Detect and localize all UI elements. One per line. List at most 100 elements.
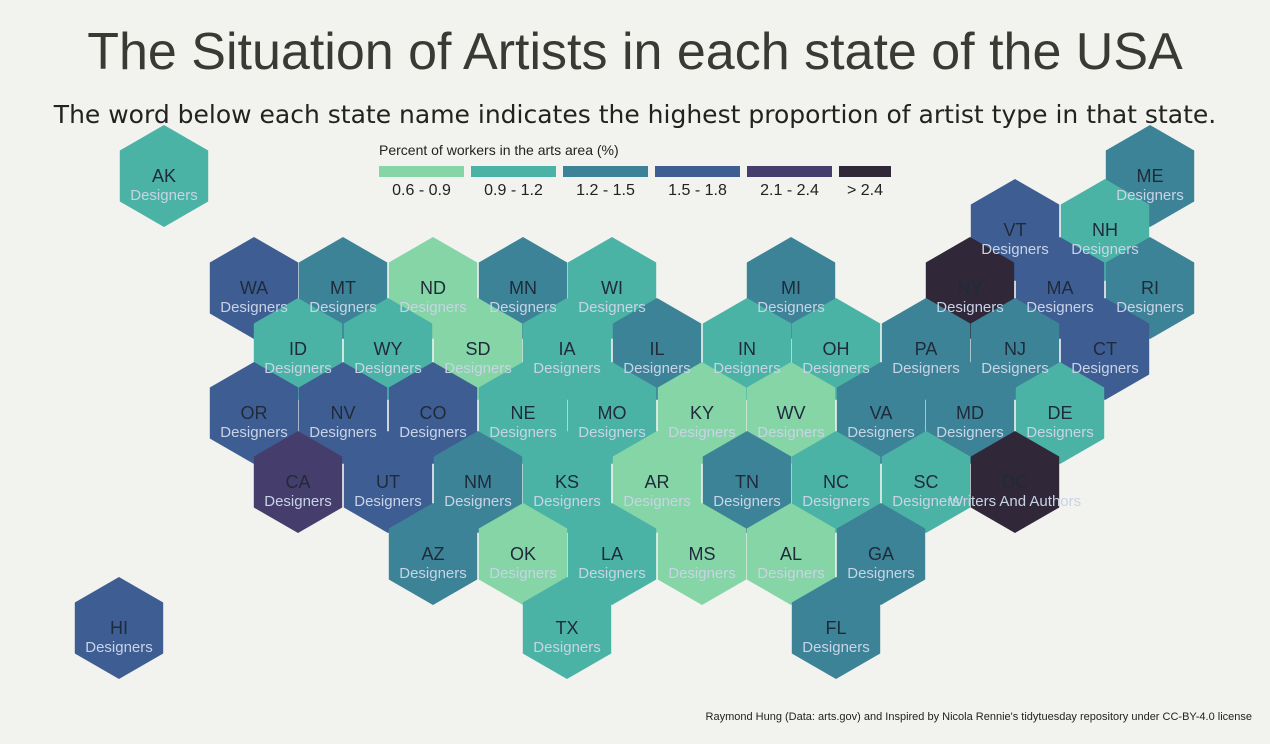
state-hex-shape <box>522 577 612 679</box>
state-hex-shape <box>702 431 792 533</box>
state-hex-sc <box>881 431 971 533</box>
state-artist-type: Designers <box>802 493 870 510</box>
state-abbr: NY <box>957 278 982 298</box>
state-hex-shape <box>433 431 523 533</box>
state-hex-shape <box>478 362 568 464</box>
state-artist-type: Designers <box>1026 299 1094 316</box>
state-hex-wv <box>746 362 836 464</box>
state-hex-shape <box>478 503 568 605</box>
state-abbr: VA <box>870 403 893 423</box>
legend-label: 0.6 - 0.9 <box>392 182 451 199</box>
state-hex-ca <box>253 431 343 533</box>
state-hex-shape <box>567 503 657 605</box>
state-artist-type: Designers <box>220 424 288 441</box>
state-hex-shape <box>657 503 747 605</box>
state-hex-ct <box>1060 298 1150 400</box>
state-hex-ks <box>522 431 612 533</box>
state-artist-type: Designers <box>892 493 960 510</box>
state-hex-shape <box>925 362 1015 464</box>
state-hex-tn <box>702 431 792 533</box>
state-artist-type: Designers <box>1116 299 1184 316</box>
state-hex-ia <box>522 298 612 400</box>
legend-label: 2.1 - 2.4 <box>760 182 819 199</box>
state-hex-pa <box>881 298 971 400</box>
state-abbr: VT <box>1003 220 1026 240</box>
state-hex-ut <box>343 431 433 533</box>
state-abbr: HI <box>110 618 128 638</box>
state-artist-type: Designers <box>354 493 422 510</box>
state-hex-co <box>388 362 478 464</box>
state-artist-type: Designers <box>668 424 736 441</box>
state-hex-shape <box>791 431 881 533</box>
state-abbr: CT <box>1093 339 1117 359</box>
state-artist-type: Designers <box>668 565 736 582</box>
state-abbr: MN <box>509 278 537 298</box>
state-hex-ak <box>119 125 209 227</box>
state-hex-or <box>209 362 299 464</box>
state-hex-ms <box>657 503 747 605</box>
state-hex-shape <box>836 362 926 464</box>
state-hex-shape <box>388 362 478 464</box>
state-artist-type: Designers <box>264 360 332 377</box>
legend-label: > 2.4 <box>846 182 884 199</box>
state-artist-type: Designers <box>713 360 781 377</box>
state-artist-type: Designers <box>892 360 960 377</box>
state-abbr: NC <box>823 472 849 492</box>
state-hex-fl <box>791 577 881 679</box>
state-hex-shape <box>343 298 433 400</box>
state-hex-shape <box>791 298 881 400</box>
state-hex-ga <box>836 503 926 605</box>
state-hex-shape <box>702 298 792 400</box>
state-hex-nv <box>298 362 388 464</box>
state-artist-type: Designers <box>1071 360 1139 377</box>
state-hex-shape <box>746 362 836 464</box>
state-hex-wy <box>343 298 433 400</box>
state-abbr: TN <box>735 472 759 492</box>
state-abbr: FL <box>825 618 846 638</box>
state-hex-az <box>388 503 478 605</box>
state-hex-shape <box>209 362 299 464</box>
state-artist-type: Designers <box>802 639 870 656</box>
legend-item: 0.6 - 0.9 <box>379 166 464 200</box>
state-abbr: DE <box>1047 403 1072 423</box>
state-abbr: IN <box>738 339 756 359</box>
state-hex-shape <box>1015 362 1105 464</box>
state-artist-type: Designers <box>1026 424 1094 441</box>
state-abbr: IL <box>649 339 664 359</box>
state-hex-shape <box>881 431 971 533</box>
state-hex-shape <box>74 577 164 679</box>
state-hex-nj <box>970 298 1060 400</box>
state-artist-type: Designers <box>757 299 825 316</box>
state-hex-nc <box>791 431 881 533</box>
state-hex-shape <box>253 431 343 533</box>
state-hex-ar <box>612 431 702 533</box>
state-abbr: MO <box>598 403 627 423</box>
state-hex-va <box>836 362 926 464</box>
state-hex-shape <box>119 125 209 227</box>
state-abbr: ND <box>420 278 446 298</box>
state-hex-shape <box>1060 298 1150 400</box>
state-artist-type: Designers <box>533 639 601 656</box>
legend-title: Percent of workers in the arts area (%) <box>379 142 619 158</box>
state-artist-type: Designers <box>802 360 870 377</box>
state-abbr: NH <box>1092 220 1118 240</box>
state-hex-shape <box>746 503 836 605</box>
state-abbr: WA <box>240 278 268 298</box>
state-artist-type: Designers <box>981 360 1049 377</box>
state-abbr: NJ <box>1004 339 1026 359</box>
state-abbr: KY <box>690 403 714 423</box>
state-abbr: MA <box>1047 278 1074 298</box>
state-hex-nm <box>433 431 523 533</box>
state-artist-type: Designers <box>130 187 198 204</box>
state-abbr: NM <box>464 472 492 492</box>
state-abbr: SC <box>913 472 938 492</box>
state-abbr: OK <box>510 544 536 564</box>
label-layer: AKDesignersMEDesignersVTDesignersNHDesig… <box>85 166 1184 656</box>
state-abbr: AZ <box>421 544 444 564</box>
state-abbr: SD <box>465 339 490 359</box>
state-artist-type: Designers <box>354 360 422 377</box>
chart-title: The Situation of Artists in each state o… <box>87 23 1183 81</box>
state-hex-hi <box>74 577 164 679</box>
state-abbr: NV <box>330 403 355 423</box>
state-hex-de <box>1015 362 1105 464</box>
